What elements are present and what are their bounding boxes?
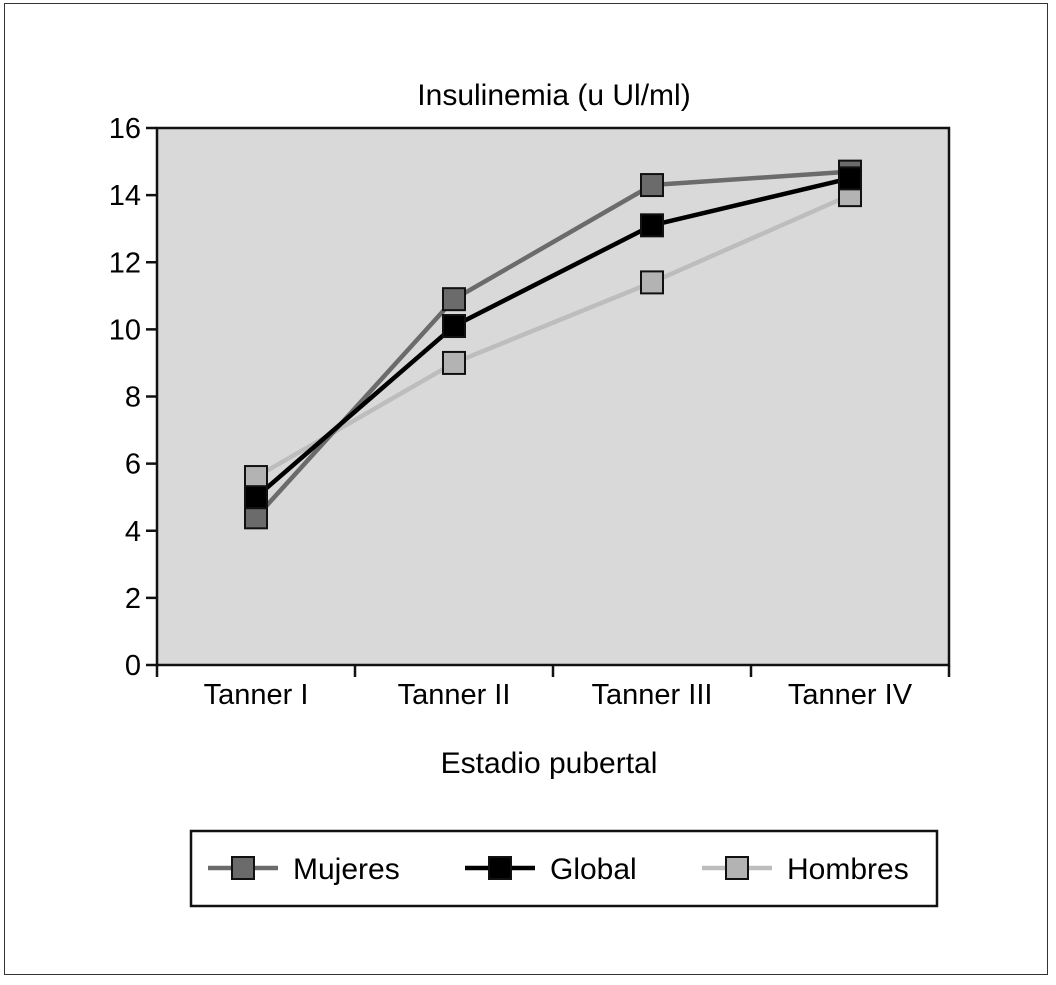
- x-axis: Tanner I Tanner II Tanner III Tanner IV: [155, 665, 951, 711]
- data-point-mujeres: [244, 505, 268, 530]
- x-tick-label: Tanner IV: [788, 679, 913, 711]
- y-tick-label: 0: [125, 650, 141, 682]
- plot-area: [155, 126, 951, 667]
- series-line-global: [254, 176, 851, 499]
- y-tick-label: 4: [125, 516, 141, 548]
- y-tick-label: 12: [109, 247, 141, 279]
- data-point-global: [244, 485, 268, 510]
- x-axis-title: Estadio pubertal: [441, 747, 658, 780]
- series-layer: [244, 159, 862, 530]
- data-point-global: [442, 314, 466, 339]
- data-point-hombres: [640, 270, 664, 295]
- y-tick-label: 2: [125, 583, 141, 615]
- legend-label-hombres: Hombres: [787, 853, 909, 886]
- legend-label-mujeres: Mujeres: [293, 853, 400, 886]
- y-tick-label: 14: [109, 180, 141, 212]
- data-point-hombres: [442, 350, 466, 375]
- y-tick-label: 16: [109, 113, 141, 145]
- series-line-hombres: [254, 193, 851, 479]
- data-point-hombres: [244, 465, 268, 490]
- data-point-mujeres: [442, 287, 466, 312]
- x-tick-label: Tanner II: [398, 679, 511, 711]
- legend-box: [189, 829, 939, 908]
- legend: Mujeres Global Hombres: [189, 829, 939, 908]
- y-tick-label: 6: [125, 449, 141, 481]
- y-tick-label: 10: [109, 314, 141, 346]
- data-point-mujeres: [640, 173, 664, 198]
- x-tick-label: Tanner III: [592, 679, 713, 711]
- data-point-global: [838, 166, 862, 191]
- y-axis: 0 2 4 6 8 10 12 14 16: [109, 113, 157, 682]
- legend-marker-mujeres: [231, 856, 255, 880]
- legend-marker-hombres: [725, 856, 749, 880]
- chart-title: Insulinemia (u Ul/ml): [417, 79, 690, 112]
- x-tick-label: Tanner I: [204, 679, 309, 711]
- y-tick-label: 8: [125, 382, 141, 414]
- legend-marker-global: [488, 856, 512, 880]
- legend-label-global: Global: [550, 853, 637, 886]
- series-line-mujeres: [254, 169, 851, 519]
- data-point-global: [640, 213, 664, 238]
